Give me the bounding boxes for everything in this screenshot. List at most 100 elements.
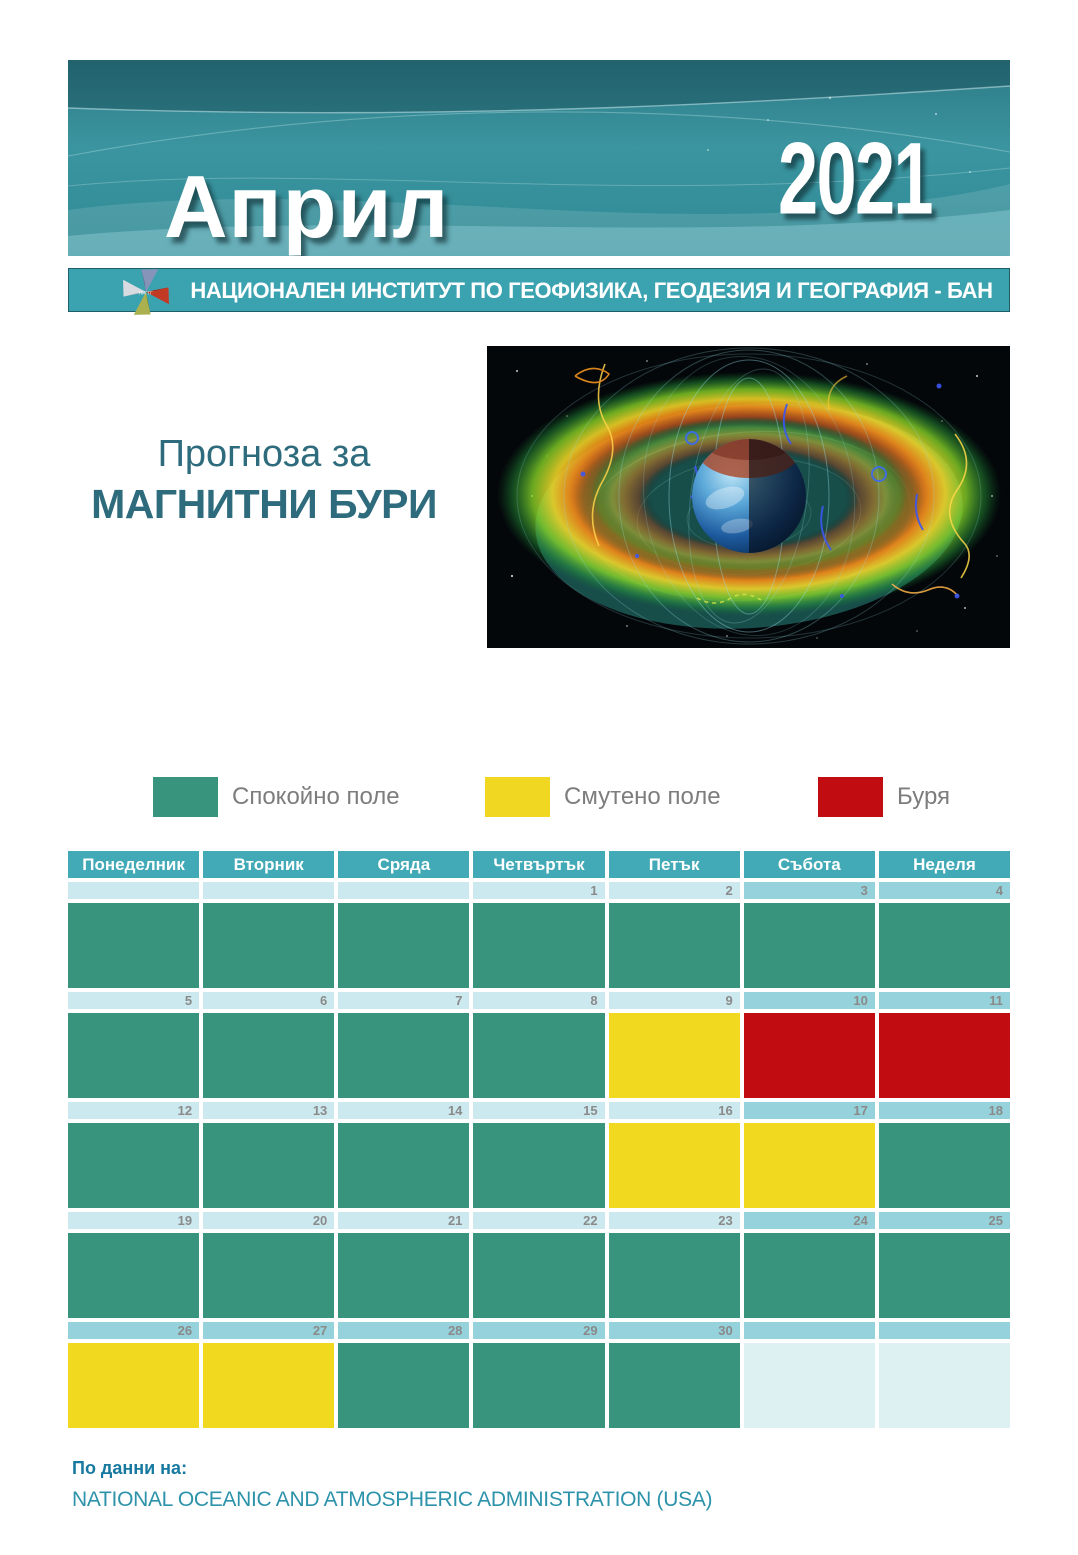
- reflection-fade-overlay: [487, 648, 1010, 744]
- calendar-body: 1 2 3 4 5 6 7 8 9 10 11 12 13 14 15 16 17 18 19 20 21 22 23 24 2…: [68, 882, 1010, 1428]
- calendar-date-cell: [878, 1322, 1010, 1339]
- forecast-calendar: Понеделник Вторник Сряда Четвъртък Петък Събо…: [68, 851, 1010, 1428]
- footer: По данни на: NATIONAL OCEANIC AND ATMOSP…: [72, 1458, 713, 1512]
- month-banner: Април 2021: [68, 60, 1010, 256]
- banner-wave-background: [68, 60, 1010, 256]
- calendar-forecast-cell-calm: [878, 1123, 1010, 1208]
- calendar-date-cell: 25: [878, 1212, 1010, 1229]
- calendar-forecast-cell-calm: [473, 903, 605, 988]
- calendar-forecast-cell-calm: [203, 1013, 335, 1098]
- banner-year: 2021: [778, 120, 934, 236]
- calendar-forecast-cell-calm: [203, 1123, 335, 1208]
- institute-pinwheel-logo-icon: НИГГГ: [123, 269, 169, 315]
- calendar-date-cell: 30: [608, 1322, 740, 1339]
- calendar-week-row: [68, 1123, 1010, 1208]
- calendar-date-cell: 15: [473, 1102, 605, 1119]
- title-line-1: Прогноза за: [157, 433, 371, 475]
- legend-label-calm: Спокойно поле: [232, 783, 400, 810]
- calendar-date-cell: 13: [203, 1102, 335, 1119]
- calendar-forecast-cell-calm: [338, 1343, 470, 1428]
- calendar-weekday-header: Четвъртък: [473, 851, 605, 878]
- footer-source-name: NATIONAL OCEANIC AND ATMOSPHERIC ADMINIS…: [72, 1488, 713, 1511]
- calendar-forecast-cell-disturbed: [743, 1123, 875, 1208]
- calendar-date-cell: 19: [68, 1212, 200, 1229]
- legend-item-calm: Спокойно поле: [153, 777, 400, 817]
- legend-label-storm: Буря: [897, 783, 951, 810]
- calendar-date-cell: 23: [608, 1212, 740, 1229]
- calendar-forecast-cell-calm: [68, 1013, 200, 1098]
- calendar-date-cell: 22: [473, 1212, 605, 1229]
- calendar-forecast-cell-none: [878, 1343, 1010, 1428]
- calendar-forecast-cell-calm: [338, 1013, 470, 1098]
- magnetosphere-scene: [487, 346, 1010, 648]
- calendar-date-cell: 7: [338, 992, 470, 1009]
- calendar-date-cell: 29: [473, 1322, 605, 1339]
- banner-month-title: Април: [164, 157, 450, 256]
- legend-swatch-storm: [818, 777, 883, 817]
- calendar-date-row: 26 27 28 29 30: [68, 1322, 1010, 1339]
- calendar-date-cell: 17: [743, 1102, 875, 1119]
- calendar-weekday-header: Вторник: [203, 851, 335, 878]
- calendar-forecast-cell-storm: [878, 1013, 1010, 1098]
- calendar-weekday-header: Понеделник: [68, 851, 200, 878]
- calendar-forecast-cell-calm: [203, 1233, 335, 1318]
- legend-swatch-disturbed: [485, 777, 550, 817]
- calendar-forecast-cell-calm: [608, 1343, 740, 1428]
- calendar-forecast-cell-calm: [338, 903, 470, 988]
- calendar-forecast-cell-disturbed: [608, 1013, 740, 1098]
- svg-text:НИГГГ: НИГГГ: [139, 291, 153, 296]
- calendar-week-row: [68, 1013, 1010, 1098]
- footer-source-label: По данни на:: [72, 1458, 188, 1478]
- title-line-2: МАГНИТНИ БУРИ: [91, 481, 437, 527]
- calendar-date-cell: 8: [473, 992, 605, 1009]
- calendar-weekday-row: Понеделник Вторник Сряда Четвъртък Петък Събо…: [68, 851, 1010, 878]
- calendar-date-cell: 6: [203, 992, 335, 1009]
- magnetosphere-reflection: [487, 648, 1010, 744]
- calendar-forecast-cell-none: [743, 1343, 875, 1428]
- calendar-forecast-cell-calm: [743, 903, 875, 988]
- calendar-date-cell: 11: [878, 992, 1010, 1009]
- calendar-forecast-cell-storm: [743, 1013, 875, 1098]
- calendar-date-cell: 27: [203, 1322, 335, 1339]
- legend-swatch-calm: [153, 777, 218, 817]
- calendar-date-cell: [338, 882, 470, 899]
- calendar-date-cell: 20: [203, 1212, 335, 1229]
- legend-label-disturbed: Смутено поле: [564, 783, 721, 810]
- calendar-date-cell: 28: [338, 1322, 470, 1339]
- calendar-date-cell: 14: [338, 1102, 470, 1119]
- calendar-forecast-cell-calm: [473, 1013, 605, 1098]
- calendar-forecast-cell-calm: [68, 1123, 200, 1208]
- calendar-week-row: [68, 1343, 1010, 1428]
- calendar-date-cell: 3: [743, 882, 875, 899]
- calendar-forecast-cell-calm: [878, 1233, 1010, 1318]
- calendar-forecast-cell-calm: [608, 903, 740, 988]
- calendar-forecast-cell-calm: [338, 1233, 470, 1318]
- calendar-date-cell: 21: [338, 1212, 470, 1229]
- calendar-forecast-cell-disturbed: [203, 1343, 335, 1428]
- calendar-week-row: [68, 903, 1010, 988]
- calendar-forecast-cell-calm: [473, 1233, 605, 1318]
- calendar-weekday-header: Сряда: [338, 851, 470, 878]
- calendar-date-cell: 5: [68, 992, 200, 1009]
- calendar-date-cell: 2: [608, 882, 740, 899]
- calendar-date-cell: 10: [743, 992, 875, 1009]
- calendar-forecast-cell-calm: [743, 1233, 875, 1318]
- calendar-date-cell: [743, 1322, 875, 1339]
- legend: Спокойно поле Смутено поле Буря: [68, 777, 1010, 817]
- institute-name: НАЦИОНАЛЕН ИНСТИТУТ ПО ГЕОФИЗИКА, ГЕОДЕЗ…: [190, 278, 993, 303]
- calendar-weekday-header: Събота: [743, 851, 875, 878]
- calendar-date-cell: 16: [608, 1102, 740, 1119]
- calendar-forecast-cell-calm: [473, 1123, 605, 1208]
- calendar-forecast-cell-disturbed: [608, 1123, 740, 1208]
- institute-bar: НИГГГ НАЦИОНАЛЕН ИНСТИТУТ ПО ГЕОФИЗИКА, …: [68, 268, 1010, 315]
- calendar-date-row: 5 6 7 8 9 10 11: [68, 992, 1010, 1009]
- calendar-forecast-cell-calm: [68, 903, 200, 988]
- calendar-date-cell: 24: [743, 1212, 875, 1229]
- calendar-date-cell: 9: [608, 992, 740, 1009]
- calendar-weekday-header: Петък: [608, 851, 740, 878]
- calendar-date-cell: [203, 882, 335, 899]
- calendar-date-cell: 4: [878, 882, 1010, 899]
- calendar-date-cell: 18: [878, 1102, 1010, 1119]
- calendar-forecast-cell-disturbed: [68, 1343, 200, 1428]
- legend-item-storm: Буря: [818, 777, 950, 817]
